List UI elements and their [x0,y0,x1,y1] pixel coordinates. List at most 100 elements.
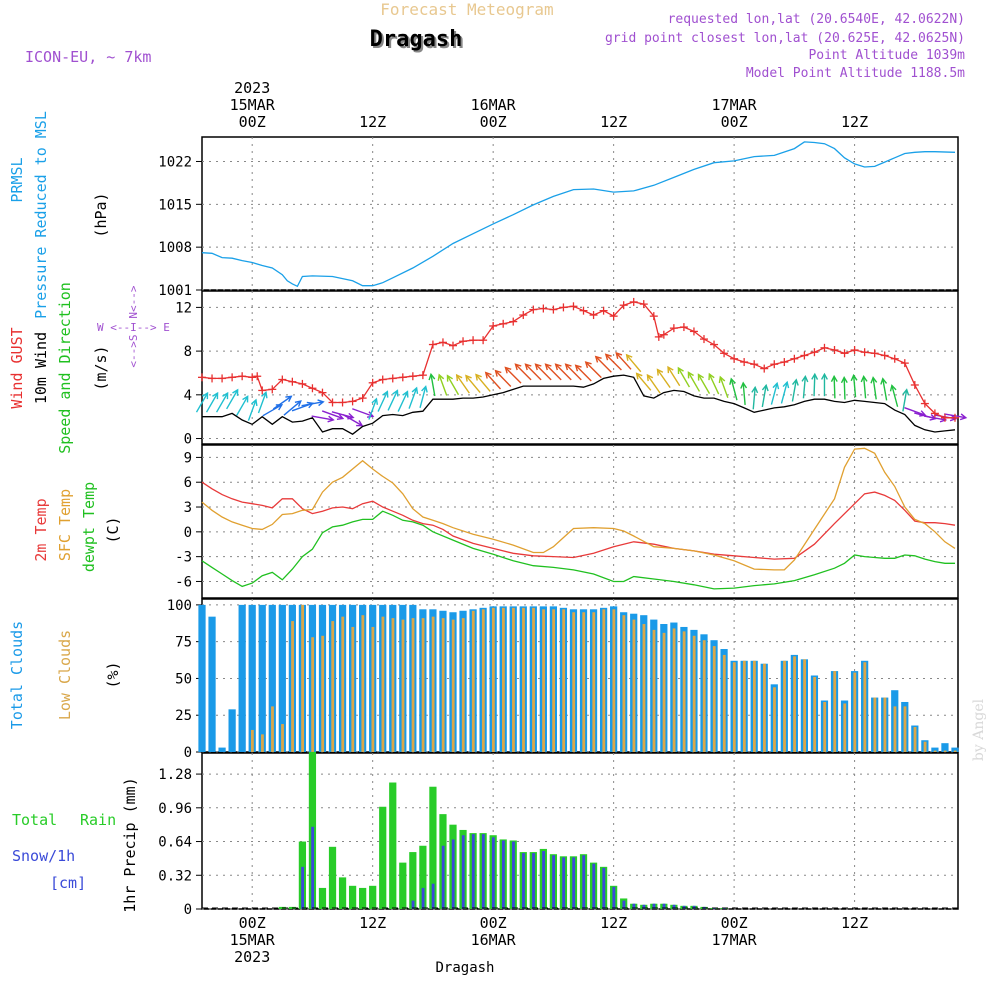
wind-direction-arrow [635,372,652,391]
low-cloud-bar [803,659,806,752]
rain-bar [389,782,397,909]
snow-bar [602,867,606,909]
rain-bar [359,887,367,909]
arrow-head [791,378,799,386]
arrow-head [820,372,828,380]
wind-direction-arrow [751,385,759,410]
low-cloud-bar [712,646,716,752]
arrow-head [514,363,522,371]
wind-direction-arrow [870,376,878,400]
gust-marker [228,373,237,382]
arrow-head [222,391,229,400]
series-line-prmsl [201,141,956,288]
total-cloud-bar [218,747,226,752]
wind-direction-arrow [428,372,436,397]
gust-marker [699,335,708,344]
title-shadow: Dragash [372,29,465,54]
arrow-shaft [813,374,816,397]
arrow-shaft [495,370,512,388]
time-label: 2023 [234,948,270,966]
compass-rose: W <--I--> E [97,321,170,334]
panel-pressure: 1001 1008 1015 1022 [158,136,959,299]
gust-marker [499,319,508,328]
total-cloud-bar [258,604,266,752]
wind-direction-arrow [524,363,542,381]
wind-direction-arrow [205,391,219,413]
low-cloud-bar [341,616,345,752]
gust-marker [298,379,307,388]
wind-direction-arrow [352,408,375,418]
time-label: 17MAR [712,96,758,114]
low-cloud-bar [632,619,636,752]
wind-direction-arrow [215,391,229,413]
gust-marker [880,351,889,360]
arrow-shaft [742,382,746,405]
arrow-head [761,383,769,392]
wind-direction-arrow [554,363,572,381]
arrow-shaft [408,387,418,409]
arrow-shaft [902,389,908,412]
low-cloud-bar [542,609,545,752]
low-cloud-bar [351,626,355,752]
time-label: 16MAR [471,931,517,949]
pressure-label: PRMSL [8,157,26,202]
arrow-shaft [677,367,691,388]
low-cloud-bar [441,618,445,752]
wind-direction-arrow [656,368,671,389]
wind-direction-arrow [247,398,258,421]
low-cloud-bar [652,629,656,752]
snow-bar [522,853,525,909]
low-cloud-bar [672,628,676,752]
wind-direction-arrow [667,365,681,387]
low-cloud-bar [512,607,515,752]
arrow-shaft [504,367,522,384]
gust-marker [689,327,698,336]
low-cloud-bar [371,626,375,752]
arrow-head [902,388,910,396]
gust-marker [318,388,327,397]
low-cloud-bar [692,635,696,752]
wind-direction-arrow [226,388,239,410]
arrow-shaft [331,411,354,419]
arrow-shaft [485,372,502,390]
wind-direction-arrow [791,378,799,402]
ytick-label: 1015 [158,197,192,213]
arrow-head [801,374,809,383]
ytick-label: 4 [184,388,192,404]
low-cloud-bar [291,621,294,752]
arrow-head [504,366,512,374]
arrow-shaft [257,392,267,414]
ytick-label: 1008 [158,240,192,256]
model-altitude: Model Point Altitude 1188.5m [746,66,965,81]
pressure-unit: (hPa) [92,192,110,237]
snow-bar [471,834,475,909]
time-label: 17MAR [712,931,758,949]
wind-direction-arrow [236,395,249,416]
chart-subtitle: Forecast Meteogram [380,0,553,19]
arrow-shaft [555,363,572,381]
low-cloud-bar [823,701,827,752]
arrow-shaft [545,363,562,381]
gust-marker [338,398,347,407]
snow-bar [532,853,535,909]
arrow-head [574,364,582,372]
gust-marker [579,306,588,315]
arrow-shaft [377,391,389,412]
gust-marker [850,346,859,355]
arrow-shaft [708,373,720,395]
arrow-shaft [525,363,542,381]
gust-marker [740,358,749,367]
wind-direction-arrow [646,373,661,394]
wind-direction-arrow [811,372,819,397]
snow-bar [552,855,556,909]
arrow-shaft [419,386,427,409]
gust-marker [428,340,437,349]
snow-bar [662,903,666,909]
low-cloud-bar [883,697,887,752]
arrow-head [382,390,389,398]
time-label: 00Z [480,113,507,131]
time-label: 15MAR [230,931,276,949]
total-label: Total [12,811,57,829]
arrow-head [250,398,258,407]
wind-direction-arrow [625,353,642,373]
